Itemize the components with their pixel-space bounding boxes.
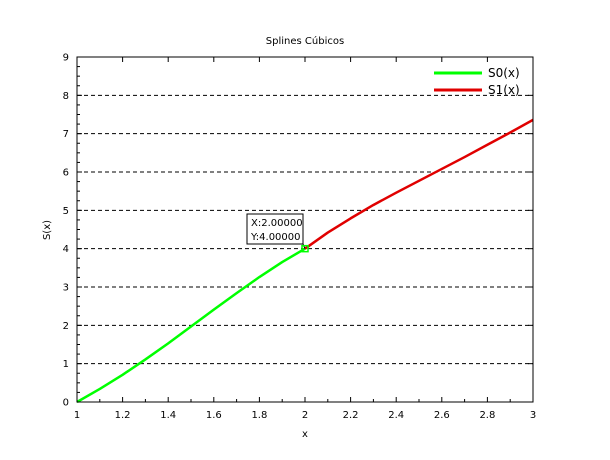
x-tick-label: 1.8 [251, 410, 267, 421]
y-tick-label: 4 [63, 244, 69, 255]
y-tick-label: 0 [63, 398, 69, 409]
x-tick-label: 2.6 [434, 410, 450, 421]
series-line-s0x [76, 247, 306, 404]
y-tick-label: 2 [63, 321, 69, 332]
datatip-box [246, 213, 304, 245]
legend: S0(x) S1(x) [434, 66, 520, 97]
y-tick-label: 9 [63, 53, 69, 64]
x-tick-label: 1 [74, 410, 80, 421]
legend-label: S0(x) [488, 66, 520, 80]
legend-label: S1(x) [488, 83, 520, 97]
y-tick-label: 6 [63, 168, 69, 179]
y-tick-label: 8 [63, 91, 69, 102]
chart-title: Splines Cúbicos [266, 35, 344, 47]
x-tick-label: 2 [302, 410, 308, 421]
datatip-x-label: X:2.00000 [251, 218, 303, 229]
y-tick-label: 5 [63, 206, 69, 217]
x-tick-label: 1.2 [115, 410, 131, 421]
datatip: X:2.00000 Y:4.00000 [246, 213, 309, 253]
x-tick-label: 1.6 [206, 410, 222, 421]
x-tick-label: 1.4 [160, 410, 176, 421]
x-tick-label: 2.2 [343, 410, 359, 421]
datatip-marker [301, 244, 309, 253]
series-layer [76, 118, 534, 404]
y-tick-label: 1 [63, 359, 69, 370]
x-tick-label: 2.4 [388, 410, 404, 421]
y-axis-label: S(x) [42, 220, 53, 240]
x-axis-label: x [302, 429, 308, 440]
x-tick-label: 3 [530, 410, 536, 421]
y-tick-label: 3 [63, 283, 69, 294]
y-tick-label: 7 [63, 129, 69, 140]
x-tick-label: 2.8 [479, 410, 495, 421]
datatip-y-label: Y:4.00000 [250, 232, 301, 243]
series-line-s1x [304, 118, 534, 250]
